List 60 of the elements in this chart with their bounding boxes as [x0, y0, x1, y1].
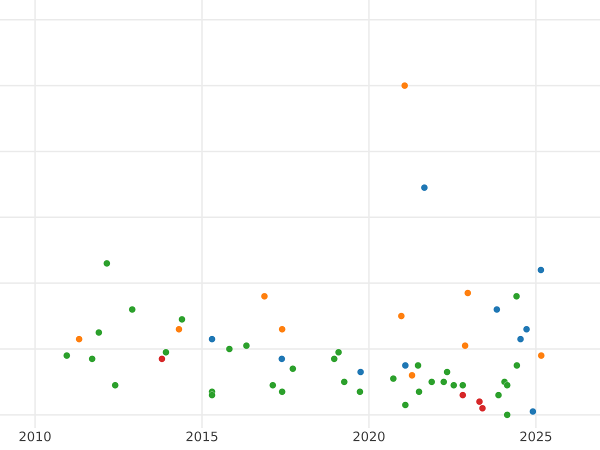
point: [340, 378, 348, 386]
point: [278, 355, 286, 362]
point: [444, 368, 451, 376]
point: [335, 348, 342, 356]
point: [464, 289, 472, 297]
point: [88, 355, 96, 362]
point: [95, 328, 102, 336]
point: [408, 372, 416, 379]
point: [529, 408, 536, 416]
point: [416, 388, 423, 396]
point: [63, 352, 70, 360]
point: [269, 382, 276, 389]
point: [356, 388, 364, 396]
point: [420, 184, 428, 192]
point: [76, 336, 83, 343]
point: [402, 362, 409, 369]
point: [357, 368, 364, 376]
x-tick-label: 2015: [186, 432, 218, 442]
point: [538, 352, 545, 360]
point: [537, 266, 544, 274]
point: [401, 82, 408, 90]
point: [462, 342, 469, 350]
point: [513, 362, 520, 369]
point: [440, 378, 448, 386]
point: [112, 382, 119, 389]
point: [128, 306, 136, 314]
point: [402, 401, 409, 408]
point: [208, 392, 216, 399]
point: [260, 292, 268, 300]
x-tick-label: 2025: [520, 432, 552, 442]
point: [278, 326, 286, 333]
point: [414, 362, 422, 369]
x-tick-label: 2010: [20, 432, 51, 442]
point: [450, 382, 458, 389]
point: [428, 378, 436, 386]
point: [162, 348, 170, 356]
point: [398, 312, 405, 320]
point: [523, 326, 530, 333]
point: [512, 292, 520, 300]
x-tick-label: 2020: [353, 432, 385, 442]
point: [504, 411, 511, 418]
point: [278, 388, 286, 396]
point: [390, 375, 397, 382]
point: [493, 306, 500, 314]
point: [226, 345, 233, 353]
point: [459, 382, 466, 389]
point: [504, 382, 511, 389]
point: [242, 342, 250, 350]
point: [478, 404, 486, 412]
point: [208, 336, 216, 343]
point: [158, 355, 166, 362]
point: [330, 355, 338, 362]
point: [175, 326, 183, 333]
point: [517, 336, 524, 343]
point: [103, 260, 110, 267]
point: [476, 398, 484, 406]
point: [289, 365, 296, 372]
point: [494, 392, 502, 399]
point: [459, 392, 466, 399]
point: [178, 316, 186, 323]
